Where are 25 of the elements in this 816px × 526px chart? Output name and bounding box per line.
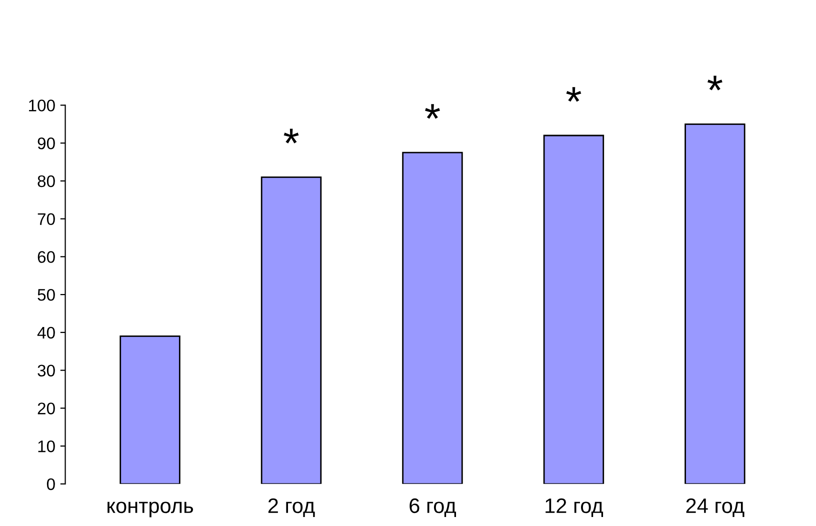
bar — [260, 176, 322, 484]
y-tick-label: 70 — [38, 213, 55, 226]
bar — [543, 134, 604, 484]
annotation: * — [708, 76, 722, 90]
x-tick-label: 6 год — [410, 498, 456, 518]
annotation: * — [284, 128, 299, 144]
y-tick-label: 50 — [38, 288, 55, 301]
y-tick-label: 100 — [29, 100, 55, 112]
y-tick-label: 80 — [38, 175, 55, 188]
x-tick-label: 12 год — [546, 498, 604, 518]
y-tick-label: 30 — [38, 364, 55, 377]
y-tick-label: 40 — [37, 326, 55, 339]
annotation: * — [425, 104, 440, 119]
x-tick-label: 2 год — [268, 498, 315, 518]
bar — [684, 123, 746, 484]
x-tick-label: 24 год — [686, 498, 744, 518]
y-tick-label: 0 — [46, 478, 55, 490]
bar — [402, 152, 463, 484]
annotation: * — [566, 87, 582, 102]
y-tick-label: 10 — [38, 440, 55, 452]
y-tick-label: 20 — [38, 402, 55, 414]
y-tick-label: 90 — [38, 137, 55, 150]
bar — [120, 336, 180, 484]
y-tick-label: 60 — [38, 251, 55, 263]
x-tick-label: контроль — [108, 502, 194, 518]
